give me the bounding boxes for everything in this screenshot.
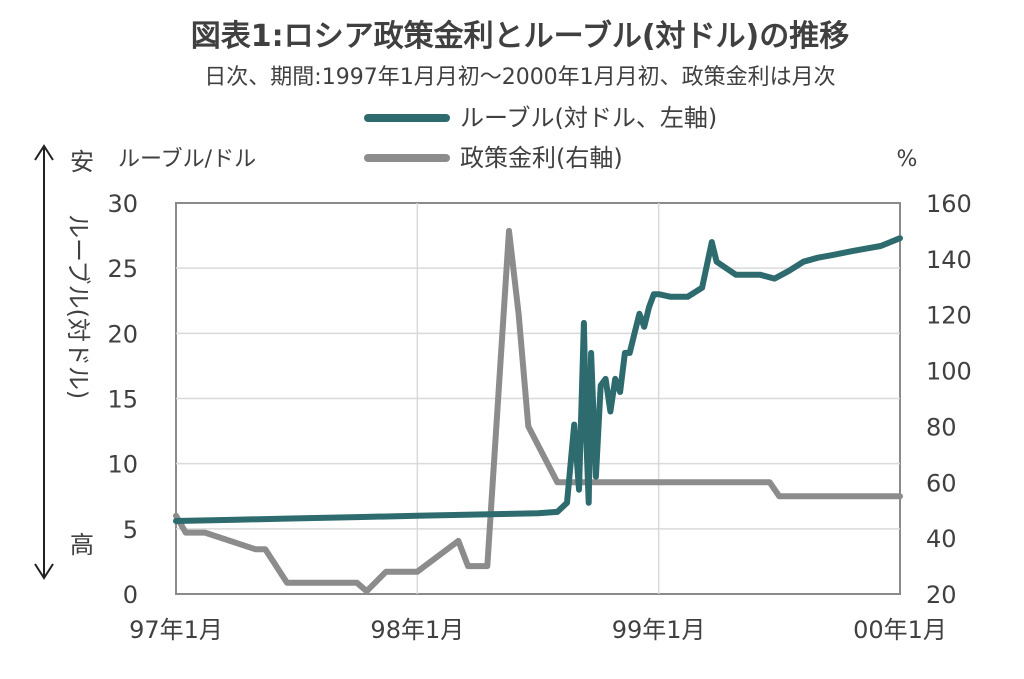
left-tick-label: 20 (107, 320, 138, 348)
grid-lines (176, 203, 900, 594)
right-tick-label: 100 (926, 358, 972, 386)
series-layer (173, 227, 903, 595)
chart-subtitle: 日次、期間:1997年1月月初〜2000年1月月初、政策金利は月次 (204, 65, 835, 90)
right-tick-label: 160 (926, 190, 972, 218)
legend: ルーブル(対ドル、左軸) 政策金利(右軸) (364, 104, 717, 172)
right-tick-label: 40 (926, 525, 957, 553)
x-tick-label: 98年1月 (370, 616, 464, 644)
legend-label-0: ルーブル(対ドル、左軸) (460, 104, 717, 132)
x-tick-label: 99年1月 (612, 616, 706, 644)
right-tick-label: 60 (926, 469, 957, 497)
left-axis-unit-label: ルーブル/ドル (118, 147, 256, 172)
right-tick-label: 140 (926, 246, 972, 274)
right-axis-unit-label: % (897, 147, 918, 172)
left-axis-bottom-note: 高 (70, 531, 94, 559)
series-line-0 (173, 235, 903, 524)
legend-label-1: 政策金利(右軸) (460, 144, 623, 172)
left-axis-arrow (34, 144, 54, 580)
series-line-1 (173, 227, 903, 595)
right-tick-label: 120 (926, 302, 972, 330)
left-tick-label: 10 (107, 451, 138, 479)
tick-labels: 0 5 10 15 20 25 30 20 40 60 80 100 120 140 160 97年1月 98年… (107, 190, 971, 644)
left-tick-label: 30 (107, 190, 138, 218)
chart-title: 図表1:ロシア政策金利とルーブル(対ドル)の推移 (191, 19, 850, 54)
right-tick-label: 20 (926, 581, 957, 609)
x-tick-label: 97年1月 (129, 616, 223, 644)
left-axis-top-note: 安 (70, 148, 94, 176)
left-tick-label: 5 (123, 516, 138, 544)
left-tick-label: 25 (107, 255, 138, 283)
right-tick-label: 80 (926, 413, 957, 441)
x-tick-label: 00年1月 (853, 616, 947, 644)
left-tick-label: 15 (107, 386, 138, 414)
left-axis-side-label: ルーブル(対ドル) (64, 214, 92, 399)
left-tick-label: 0 (123, 581, 138, 609)
